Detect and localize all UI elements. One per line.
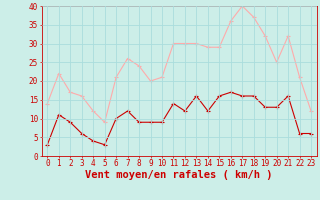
X-axis label: Vent moyen/en rafales ( km/h ): Vent moyen/en rafales ( km/h ) [85, 170, 273, 180]
